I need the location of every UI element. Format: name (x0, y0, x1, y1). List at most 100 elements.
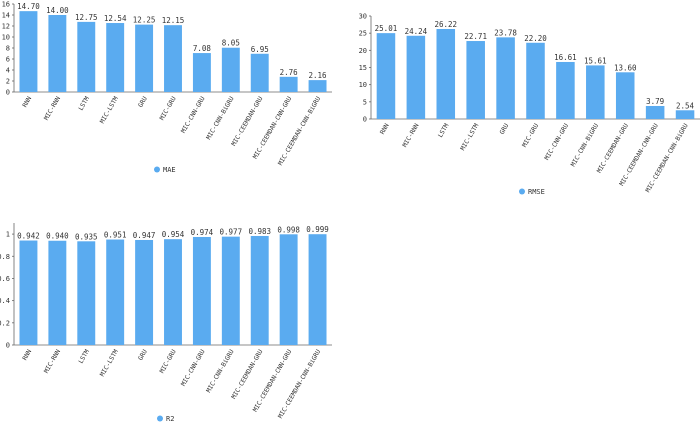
data-label: 0.977 (220, 228, 243, 237)
bar (48, 15, 67, 92)
x-tick-label: GRU (499, 122, 511, 135)
chart-rmse: 0 5 10 15 20 25 30 25.01 RNN 24.24 MIC-RNN 26.22 LST… (359, 13, 700, 196)
legend[interactable]: R2 (157, 415, 174, 423)
x-tick-label: MIC-CNN-BiGRU (205, 348, 235, 394)
chart-r2: 0 0.2 0.4 0.6 0.8 1 0.942 RNN 0.940 MIC-RNN 0.935 L… (0, 223, 332, 423)
data-label: 24.24 (405, 27, 428, 36)
x-tick-label: GRU (137, 95, 149, 108)
data-label: 3.79 (646, 97, 664, 106)
y-tick-label: 2 (6, 78, 10, 86)
bar (106, 23, 125, 93)
y-tick-label: 15 (359, 64, 367, 72)
data-label: 7.08 (193, 44, 212, 53)
data-label: 13.60 (614, 63, 637, 72)
y-tick-label: 8 (6, 45, 10, 53)
x-tick-label: MIC-CNN-GRU (180, 95, 207, 134)
bar (376, 33, 396, 119)
data-label: 0.999 (306, 225, 329, 234)
x-tick-label: MIC-CNN-BiGRU (570, 122, 600, 168)
data-label: 0.935 (75, 232, 98, 241)
legend-marker-icon (154, 166, 160, 173)
bar (526, 42, 545, 119)
data-label: 23.78 (494, 28, 517, 37)
bar (645, 105, 665, 119)
data-label: 12.15 (162, 16, 185, 25)
data-label: 0.947 (133, 231, 156, 240)
data-label: 12.75 (75, 13, 98, 22)
legend-marker-icon (519, 188, 525, 195)
data-label: 25.01 (375, 24, 398, 33)
y-tick-label: 20 (359, 47, 367, 55)
data-label: 15.61 (584, 56, 607, 65)
y-tick-label: 25 (359, 30, 367, 38)
data-label: 12.25 (133, 16, 156, 25)
legend[interactable]: MAE (154, 166, 176, 174)
bar (19, 240, 38, 345)
data-label: 0.954 (162, 230, 185, 239)
bar (586, 65, 605, 119)
x-tick-label: MIC-GRU (521, 122, 540, 148)
x-tick-label: MIC-GRU (159, 348, 178, 374)
legend-marker-icon (157, 415, 163, 422)
bar (466, 41, 485, 119)
legend[interactable]: RMSE (519, 188, 545, 196)
y-tick-label: 0.8 (0, 253, 10, 261)
bar (164, 25, 182, 92)
data-label: 0.940 (46, 232, 69, 241)
x-tick-label: MIC-RNN (43, 95, 62, 121)
bar (221, 236, 240, 345)
x-tick-label: MIC-RNN (401, 122, 420, 148)
bar (615, 72, 635, 119)
data-label: 0.942 (17, 232, 40, 241)
data-label: 6.95 (251, 45, 269, 54)
x-tick-label: RNN (22, 95, 34, 108)
bar (556, 61, 575, 119)
x-tick-label: MIC-CEEMDAN-GRU (230, 95, 264, 147)
y-tick-label: 16 (2, 1, 10, 9)
legend-label: RMSE (528, 188, 545, 196)
y-tick-label: 1 (6, 231, 10, 239)
data-label: 14.70 (17, 2, 40, 11)
x-tick-label: MIC-CEEMDAN-GRU (596, 122, 630, 174)
x-tick-label: MIC-LSTM (459, 122, 480, 152)
y-tick-label: 10 (2, 34, 10, 42)
bar (135, 239, 154, 345)
bar (308, 234, 327, 345)
data-label: 16.61 (554, 53, 577, 62)
bar (77, 241, 96, 345)
bar (496, 37, 515, 119)
bar (221, 47, 240, 92)
bar (406, 35, 426, 119)
bar (192, 236, 211, 345)
data-label: 22.71 (464, 32, 487, 41)
y-tick-label: 0.4 (0, 297, 10, 305)
bar (19, 11, 38, 92)
bar (135, 24, 154, 92)
bar (250, 53, 269, 92)
x-tick-label: MIC-LSTM (99, 348, 120, 378)
bar (675, 110, 695, 119)
y-tick-label: 10 (359, 81, 367, 89)
data-label: 12.54 (104, 14, 127, 23)
data-label: 26.22 (434, 20, 457, 29)
y-tick-label: 12 (2, 23, 10, 31)
y-tick-label: 0.6 (0, 275, 10, 283)
y-tick-label: 30 (359, 13, 367, 21)
x-tick-label: LSTM (437, 122, 451, 139)
bar (77, 21, 96, 92)
bar (436, 28, 456, 120)
data-label: 0.974 (191, 228, 214, 237)
bar (308, 80, 327, 92)
x-tick-label: RNN (22, 348, 34, 361)
data-label: 0.951 (104, 231, 127, 240)
y-tick-label: 0.2 (0, 319, 10, 327)
x-tick-label: MIC-LSTM (99, 95, 120, 125)
bar (48, 240, 67, 345)
data-label: 0.998 (277, 225, 300, 234)
x-tick-label: MIC-CNN-GRU (544, 122, 571, 161)
y-tick-label: 0 (6, 89, 10, 97)
x-tick-label: MIC-GRU (159, 95, 178, 121)
bar (164, 239, 182, 345)
x-tick-label: LSTM (77, 348, 91, 365)
x-tick-label: MIC-CNN-BiGRU (205, 95, 235, 141)
